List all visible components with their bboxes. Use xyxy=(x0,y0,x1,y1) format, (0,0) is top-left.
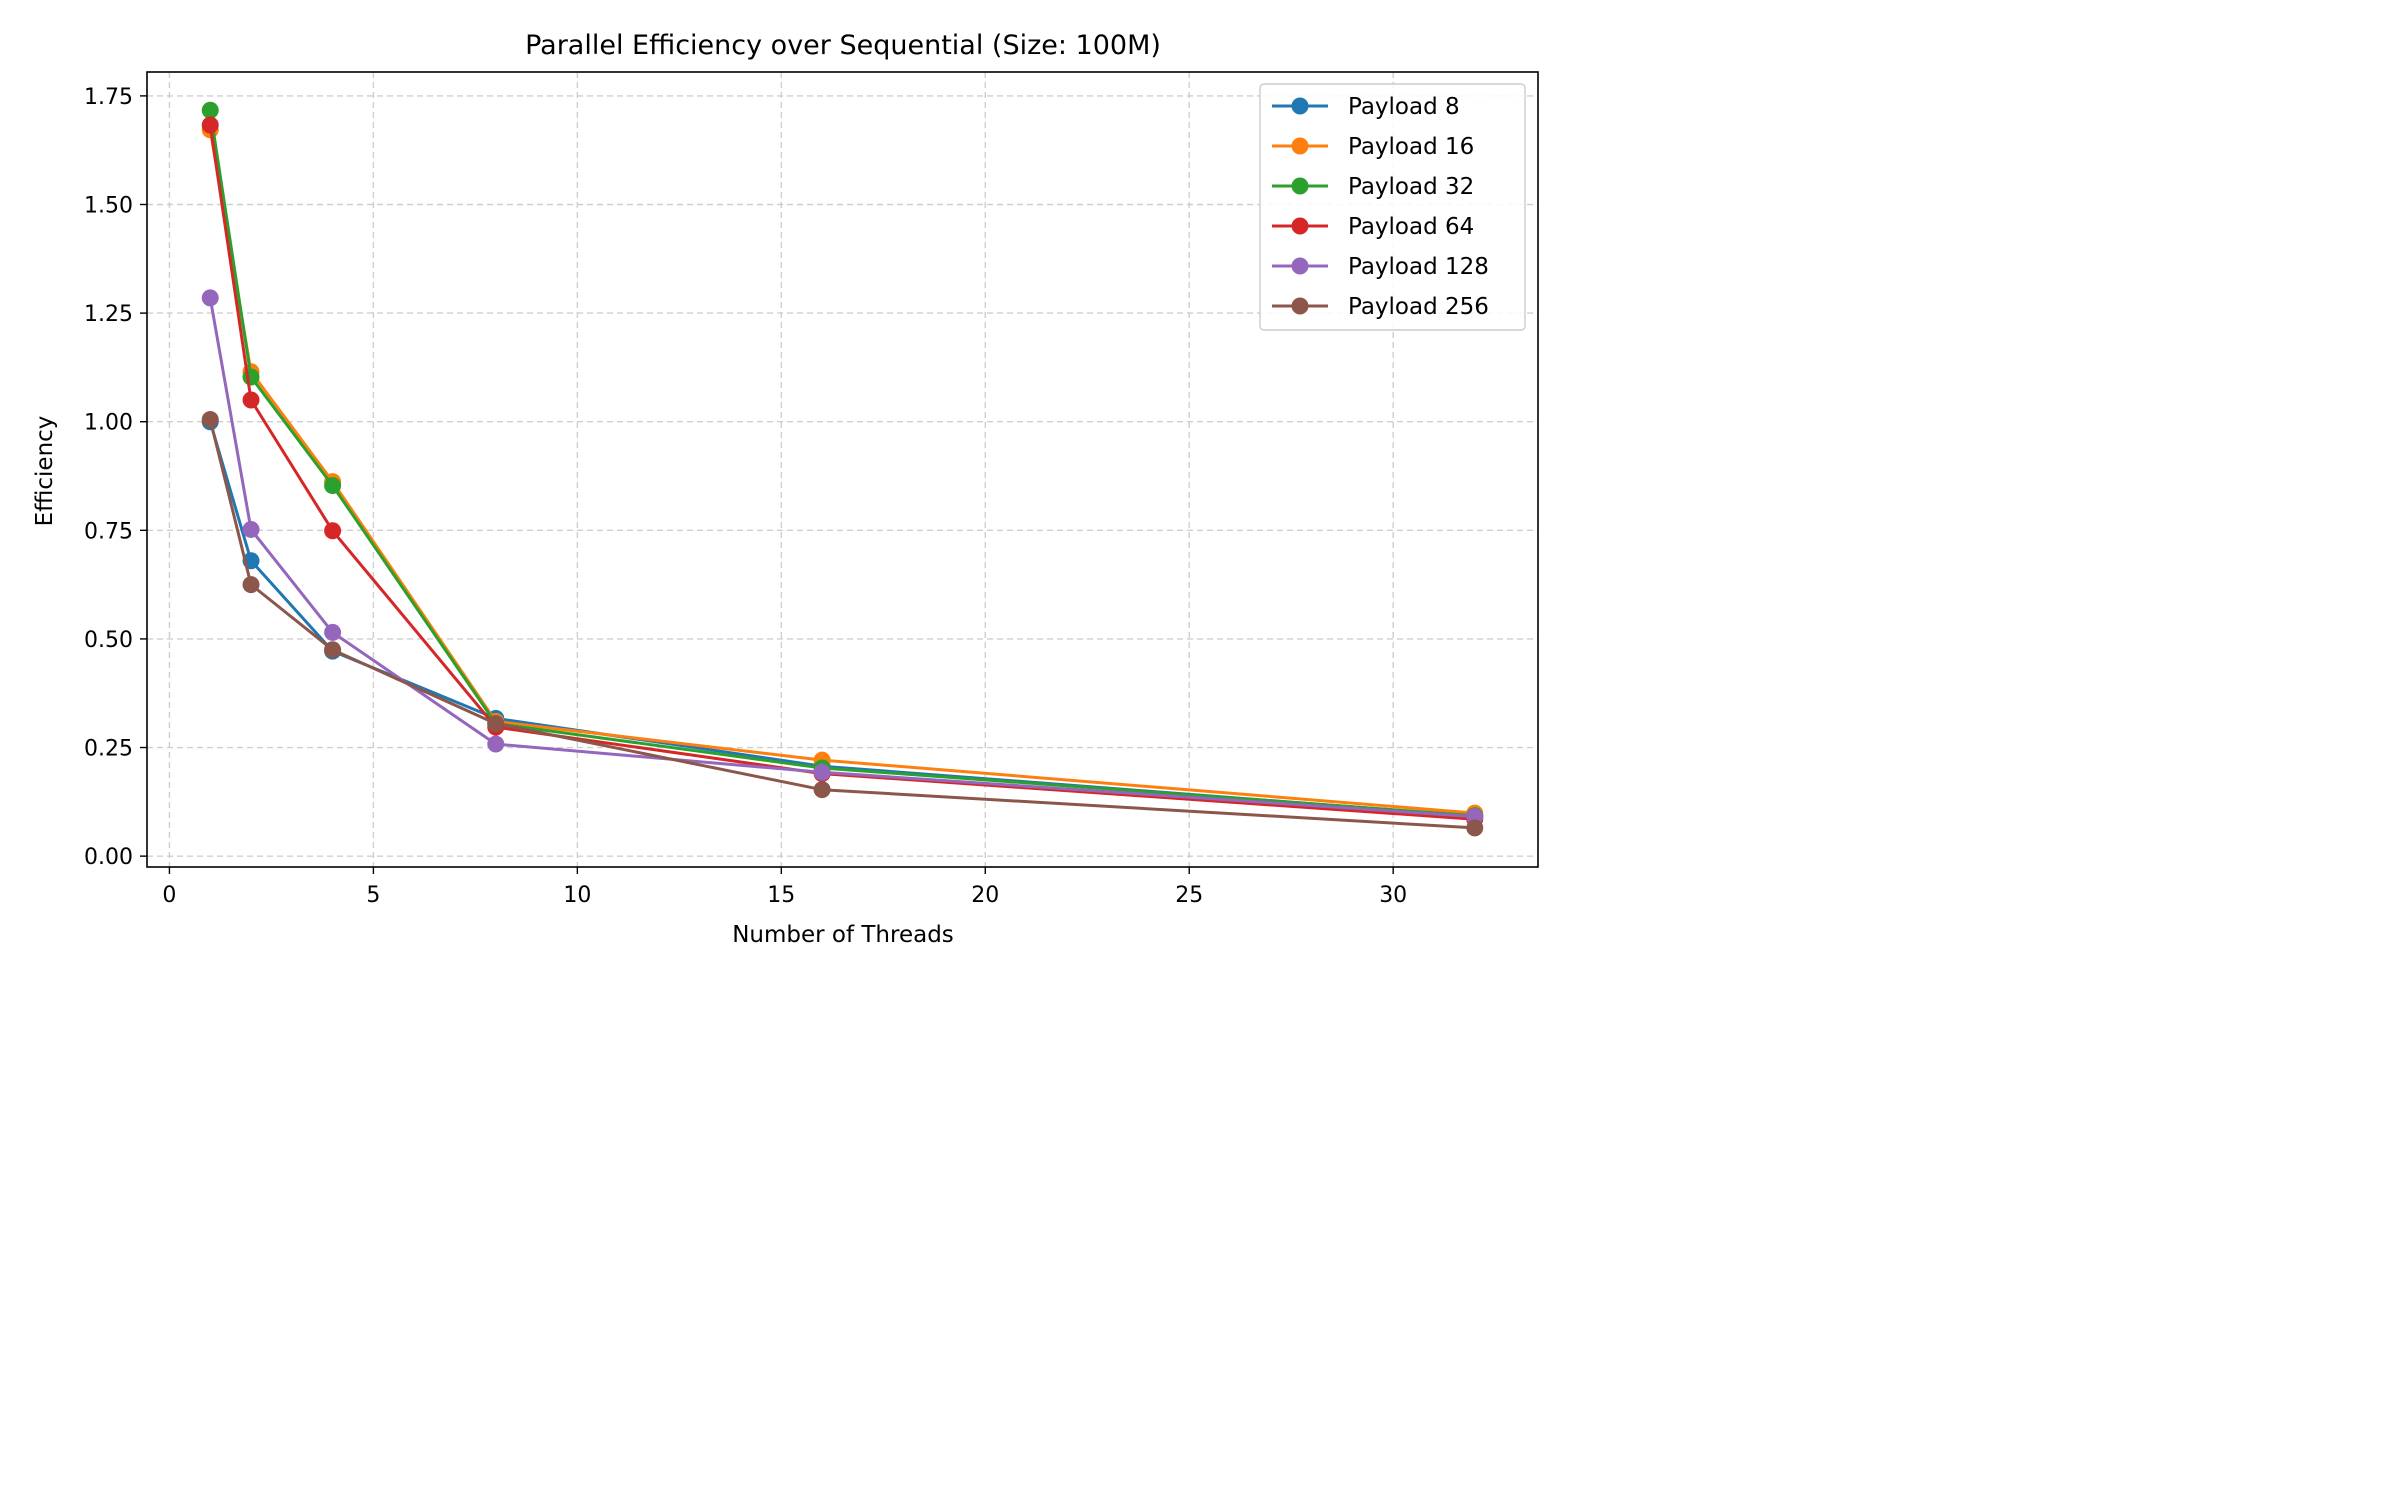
y-tick-label: 0.00 xyxy=(84,845,133,870)
legend-marker xyxy=(1291,97,1309,115)
legend-label: Payload 128 xyxy=(1348,254,1489,280)
legend-item: Payload 256 xyxy=(1272,294,1489,320)
x-tick-label: 5 xyxy=(366,883,380,908)
data-point xyxy=(201,116,219,134)
legend-item: Payload 32 xyxy=(1272,174,1474,200)
x-tick-label: 0 xyxy=(162,883,176,908)
legend-label: Payload 32 xyxy=(1348,174,1474,200)
legend-marker xyxy=(1291,137,1309,155)
data-point xyxy=(487,715,505,733)
legend-item: Payload 64 xyxy=(1272,214,1474,240)
line-chart: Parallel Efficiency over Sequential (Siz… xyxy=(32,30,1539,948)
data-point xyxy=(201,411,219,429)
legend: Payload 8 Payload 16 Payload 32 Payload 64 P… xyxy=(1259,83,1526,331)
x-axis-label: Number of Threads xyxy=(732,922,954,948)
legend-marker xyxy=(1291,217,1309,235)
series-layer xyxy=(201,101,1484,837)
series-line xyxy=(208,297,1475,819)
chart-title: Parallel Efficiency over Sequential (Siz… xyxy=(525,30,1161,61)
y-tick-label: 0.25 xyxy=(84,737,133,762)
data-point xyxy=(242,576,260,594)
data-point xyxy=(324,641,342,659)
y-tick-label: 1.00 xyxy=(84,411,133,436)
x-tick-label: 15 xyxy=(767,883,795,908)
data-point xyxy=(201,289,219,307)
legend-label: Payload 64 xyxy=(1348,214,1474,240)
x-tick-label: 10 xyxy=(563,883,591,908)
data-point xyxy=(242,368,260,386)
legend-label: Payload 8 xyxy=(1348,94,1460,120)
y-tick-label: 1.50 xyxy=(84,194,133,219)
data-point xyxy=(813,763,831,781)
series-line xyxy=(208,109,1475,818)
legend-item: Payload 128 xyxy=(1272,254,1489,280)
series-line xyxy=(208,124,1475,821)
data-point xyxy=(1466,819,1484,837)
data-point xyxy=(242,391,260,409)
series-payload-128 xyxy=(201,289,1484,826)
y-tick-label: 0.50 xyxy=(84,628,133,653)
x-tick-label: 25 xyxy=(1175,883,1203,908)
data-point xyxy=(813,781,831,799)
legend-item: Payload 8 xyxy=(1272,94,1460,120)
series-line xyxy=(208,419,1475,830)
series-payload-256 xyxy=(201,411,1484,837)
legend-label: Payload 16 xyxy=(1348,134,1474,160)
legend-marker xyxy=(1291,257,1309,275)
data-point xyxy=(324,522,342,540)
series-line xyxy=(208,421,1475,818)
x-axis: 0 5 10 15 20 25 30 xyxy=(162,867,1407,908)
x-tick-label: 30 xyxy=(1379,883,1407,908)
data-point xyxy=(242,520,260,538)
data-point xyxy=(201,101,219,119)
legend-marker xyxy=(1291,177,1309,195)
data-point xyxy=(324,477,342,495)
legend-marker xyxy=(1291,297,1309,315)
y-axis: 0.00 0.25 0.50 0.75 1.00 1.25 1.50 1.75 xyxy=(84,85,147,870)
data-point xyxy=(324,623,342,641)
plot-frame xyxy=(146,71,1539,868)
chart-container: Parallel Efficiency over Sequential (Siz… xyxy=(0,0,1568,980)
y-tick-label: 1.75 xyxy=(84,85,133,110)
legend-label: Payload 256 xyxy=(1348,294,1489,320)
data-point xyxy=(487,735,505,753)
grid-lines xyxy=(147,72,1538,867)
y-axis-label: Efficiency xyxy=(32,416,58,527)
y-tick-label: 0.75 xyxy=(84,519,133,544)
x-tick-label: 20 xyxy=(971,883,999,908)
y-tick-label: 1.25 xyxy=(84,302,133,327)
legend-item: Payload 16 xyxy=(1272,134,1474,160)
